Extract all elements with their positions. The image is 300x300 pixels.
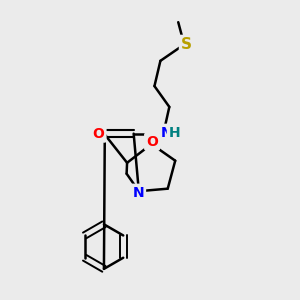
Text: S: S [181, 37, 192, 52]
Text: N: N [161, 126, 173, 140]
Text: O: O [93, 127, 104, 141]
Text: O: O [146, 135, 158, 149]
Text: N: N [132, 186, 144, 200]
Text: H: H [169, 126, 181, 140]
